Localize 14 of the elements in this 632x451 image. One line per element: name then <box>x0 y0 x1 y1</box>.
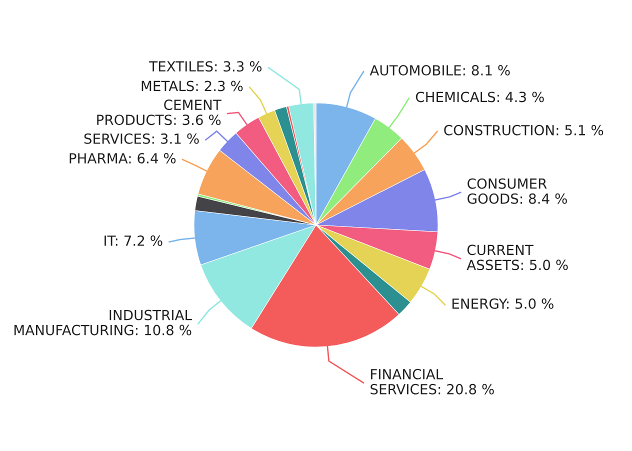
slice-label: CURRENT ASSETS: 5.0 % <box>466 244 568 270</box>
slice-label: AUTOMOBILE: 8.1 % <box>370 65 510 76</box>
slice-label: CEMENT PRODUCTS: 3.6 % <box>97 100 222 126</box>
slice-label: METALS: 2.3 % <box>142 80 243 92</box>
slice-label: IT: 7.2 % <box>104 235 162 246</box>
slice-label: CHEMICALS: 4.3 % <box>416 92 544 102</box>
slice-label: INDUSTRIAL MANUFACTURING: 10.8 % <box>14 310 192 336</box>
slice-label: CONSTRUCTION: 5.1 % <box>444 124 604 136</box>
slice-label: SERVICES: 3.1 % <box>84 133 199 144</box>
slice-label: FINANCIAL SERVICES: 20.8 % <box>370 368 494 394</box>
slice-label: TEXTILES: 3.3 % <box>149 61 262 72</box>
slice-label: PHARMA: 6.4 % <box>70 153 176 164</box>
slice-label: CONSUMER GOODS: 8.4 % <box>468 178 567 204</box>
slice-label: ENERGY: 5.0 % <box>452 298 554 309</box>
